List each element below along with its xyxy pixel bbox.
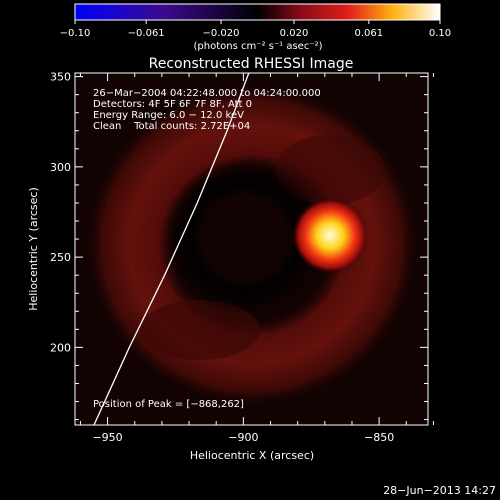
colorbar-tick-label: −0.10 xyxy=(60,28,91,39)
y-tick-label: 250 xyxy=(50,251,71,264)
x-axis-label: Heliocentric X (arcsec) xyxy=(190,449,314,462)
x-tick-label: −950 xyxy=(92,431,122,444)
peak-hotspot xyxy=(292,197,369,274)
colorbar-units-label: (photons cm⁻² s⁻¹ asec⁻²) xyxy=(193,41,322,52)
annotation-energy-range: Energy Range: 6.0 − 12.0 keV xyxy=(93,110,244,121)
plot-frame xyxy=(74,72,429,426)
heatmap-image xyxy=(75,73,428,425)
colorbar xyxy=(75,4,440,20)
annotation-detectors: Detectors: 4F 5F 6F 7F 8F, Att 0 xyxy=(93,99,252,110)
colorbar-tick-label: 0.020 xyxy=(280,28,309,39)
axis-ticks: −950−900−850−800200250300350 xyxy=(50,71,500,444)
colorbar-tick-label: 0.061 xyxy=(355,28,384,39)
y-tick-label: 300 xyxy=(50,161,71,174)
annotation-counts: Clean Total counts: 2.72E+04 xyxy=(93,121,250,132)
y-tick-label: 200 xyxy=(50,341,71,354)
x-tick-label: −900 xyxy=(228,431,258,444)
peak-position-label: Position of Peak = [−868,262] xyxy=(93,399,244,410)
footer-timestamp: 28−Jun−2013 14:27 xyxy=(383,484,496,497)
y-axis-label: Heliocentric Y (arcsec) xyxy=(27,187,40,311)
annotation-time-range: 26−Mar−2004 04:22:48.000 to 04:24:00.000 xyxy=(93,88,321,99)
x-tick-label: −850 xyxy=(364,431,394,444)
y-tick-label: 350 xyxy=(50,71,71,84)
colorbar-tick-label: 0.10 xyxy=(429,28,451,39)
colorbar-tick-label: −0.061 xyxy=(128,28,165,39)
solar-limb-line xyxy=(93,73,250,425)
chart-title: Reconstructed RHESSI Image xyxy=(149,56,354,72)
colorbar-frame xyxy=(74,3,441,21)
colorbar-ticks: −0.10 −0.061 −0.020 0.020 0.061 0.10 xyxy=(60,20,451,39)
colorbar-tick-label: −0.020 xyxy=(202,28,239,39)
